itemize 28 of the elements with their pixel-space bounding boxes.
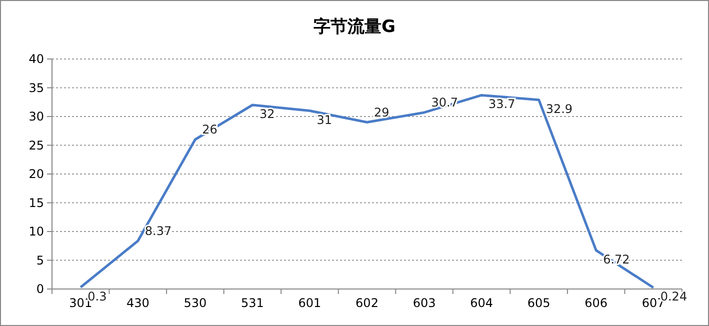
data-label: 29 (374, 105, 390, 120)
y-tick-label: 20 (28, 167, 44, 182)
x-tick-label: 603 (412, 296, 436, 310)
data-label: 8.37 (144, 224, 172, 238)
data-label: 0.3 (88, 289, 107, 304)
y-tick-label: 30 (28, 110, 44, 124)
y-tick-label: 35 (28, 80, 44, 95)
y-tick-label: 40 (28, 52, 44, 66)
chart-title: 字节流量G (314, 17, 396, 37)
y-tick-label: 15 (28, 196, 44, 210)
x-tick-label: 604 (470, 296, 493, 310)
data-label: 32.9 (546, 102, 573, 116)
y-tick-label: 0 (36, 282, 44, 296)
y-tick-label: 5 (36, 253, 44, 268)
y-tick-label: 25 (28, 138, 44, 152)
y-tick-label: 10 (28, 224, 44, 239)
x-tick-label: 531 (241, 296, 264, 310)
x-tick-label: 530 (184, 296, 207, 310)
x-tick-label: 606 (584, 296, 608, 310)
line-series (79, 94, 655, 289)
x-tick-label: 602 (356, 296, 378, 310)
data-label: 33.7 (488, 97, 516, 112)
x-tick-label: 605 (527, 296, 550, 310)
data-label: 32 (259, 107, 275, 121)
x-tick-label: 601 (298, 296, 322, 310)
x-tick-label: 430 (126, 296, 150, 310)
data-label: 31 (316, 112, 332, 127)
data-label: 30.7 (431, 95, 458, 110)
